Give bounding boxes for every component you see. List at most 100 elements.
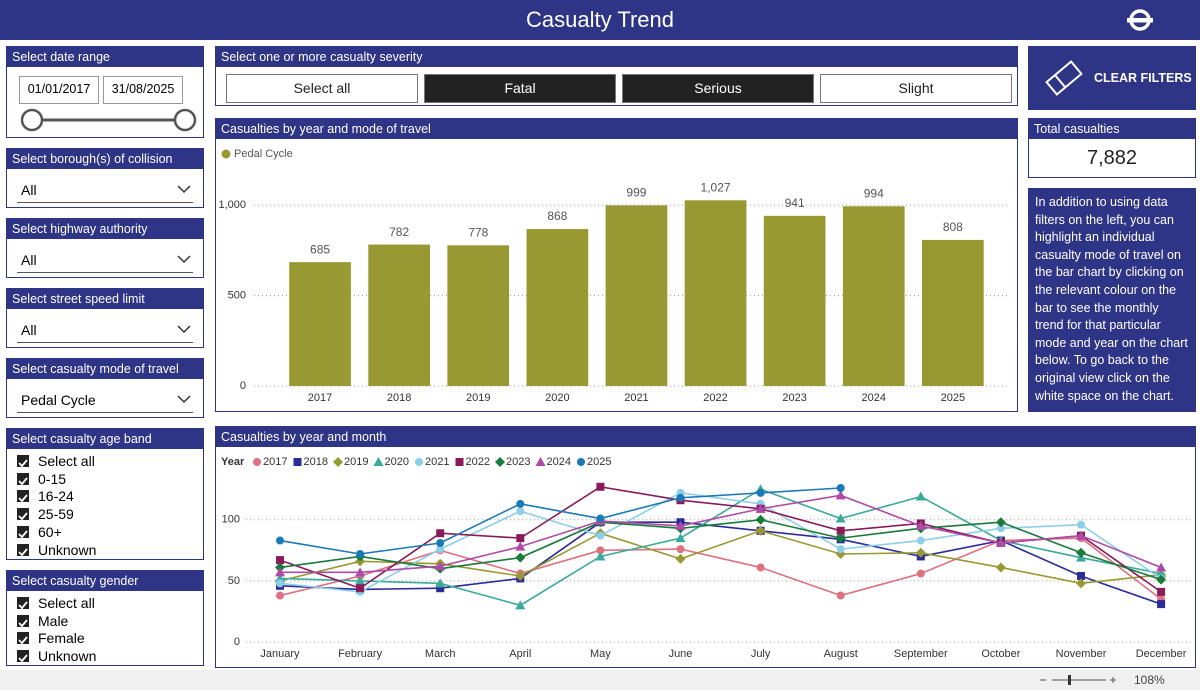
checkbox-option[interactable]: Select all <box>17 594 95 612</box>
x-tick-label: 2024 <box>862 392 886 404</box>
point <box>356 584 365 593</box>
point <box>275 567 285 577</box>
age-filter: Select casualty age band Select all 0-15 1… <box>6 428 204 560</box>
x-tick-label: August <box>824 648 858 660</box>
bar <box>526 229 589 386</box>
check <box>18 601 28 610</box>
x-tick-label: November <box>1056 648 1107 660</box>
point <box>996 524 1005 533</box>
x-tick-label: 2020 <box>545 392 569 404</box>
severity-button[interactable]: Slight <box>820 74 1012 103</box>
chevron <box>177 185 191 194</box>
point <box>516 507 525 516</box>
x-tick-label: April <box>509 648 531 660</box>
point <box>995 517 1006 528</box>
legend-label: 2021 <box>425 456 449 468</box>
point <box>276 579 284 588</box>
bar <box>605 205 668 386</box>
check <box>18 636 28 645</box>
point <box>595 551 606 561</box>
legend-marker <box>373 457 384 466</box>
checkbox-option[interactable]: Female <box>17 629 85 647</box>
logo <box>1127 9 1153 31</box>
bar-chart[interactable]: 0 500 1,000 2017 685 2018 782 2019 778 2020 868 202… <box>216 139 1017 411</box>
checkbox <box>17 632 29 645</box>
point <box>596 514 605 523</box>
dropdown[interactable]: All <box>17 178 193 203</box>
clear-filters-button[interactable]: CLEAR FILTERS <box>1028 46 1196 110</box>
x-tick-label: February <box>338 648 383 660</box>
bar <box>763 215 826 386</box>
x-tick-label: July <box>751 648 771 660</box>
date-slider[interactable] <box>7 107 203 135</box>
checkbox-option[interactable]: Select all <box>17 452 95 470</box>
checkbox <box>17 543 29 556</box>
data-label: 808 <box>943 220 963 234</box>
point <box>1077 520 1085 529</box>
dropdown[interactable]: Pedal Cycle <box>17 388 193 413</box>
checkbox-option[interactable]: 25-59 <box>17 505 74 523</box>
point <box>355 567 366 577</box>
point <box>995 538 1006 547</box>
point <box>836 526 845 535</box>
point <box>676 545 685 554</box>
x-tick-label: December <box>1136 648 1187 660</box>
data-label: 685 <box>310 242 330 256</box>
point <box>516 534 525 543</box>
check <box>18 494 28 503</box>
zoom-slider[interactable] <box>1038 674 1118 686</box>
point <box>356 550 365 558</box>
checkbox <box>17 472 29 486</box>
data-label: 994 <box>864 186 884 200</box>
checkbox-option[interactable]: Unknown <box>17 541 96 559</box>
point <box>835 513 846 523</box>
dropdown-value: All <box>21 182 37 198</box>
data-label: 1,027 <box>701 180 731 194</box>
point <box>355 575 366 585</box>
x-tick-label: September <box>894 648 948 660</box>
data-label: 782 <box>389 225 409 239</box>
severity-button[interactable]: Fatal <box>424 74 616 103</box>
info-text: In addition to using data filters on the… <box>1028 188 1196 412</box>
severity-button[interactable]: Serious <box>622 74 814 103</box>
checkbox <box>17 597 29 610</box>
borough-filter: Select borough(s) of collision All <box>6 148 204 208</box>
bar-chart-panel: Casualties by year and mode of travel 0 5… <box>215 118 1018 412</box>
y-tick-label: 0 <box>240 380 246 392</box>
legend-marker <box>415 458 423 466</box>
checkbox-option[interactable]: 60+ <box>17 523 62 541</box>
point <box>1156 562 1167 572</box>
point <box>1157 600 1166 609</box>
check <box>18 530 28 539</box>
legend-marker <box>455 458 464 466</box>
legend-marker <box>535 457 546 466</box>
checkbox-option[interactable]: Unknown <box>17 647 96 665</box>
chevron <box>177 255 191 264</box>
checkbox-option[interactable]: Male <box>17 612 68 630</box>
x-tick-label: June <box>669 648 693 660</box>
point <box>436 545 445 554</box>
data-label: 868 <box>547 209 567 223</box>
point <box>756 488 765 497</box>
speed-filter: Select street speed limit All <box>6 288 204 348</box>
legend-marker <box>293 458 302 466</box>
end-date[interactable]: 31/08/2025 <box>103 76 183 104</box>
x-tick-label: 2022 <box>703 392 727 404</box>
checkbox-option[interactable]: 16-24 <box>17 487 74 505</box>
point <box>675 520 686 530</box>
line <box>280 494 1162 574</box>
point <box>676 493 685 502</box>
dropdown[interactable]: All <box>17 318 193 343</box>
date-range-filter: Select date range 01/01/2017 31/08/2025 <box>6 46 204 138</box>
point <box>756 563 765 572</box>
check <box>18 512 28 521</box>
start-date[interactable]: 01/01/2017 <box>19 76 99 104</box>
dropdown[interactable]: All <box>17 248 193 273</box>
line-chart[interactable]: 0 50 100 January February March April May June Ju… <box>216 447 1195 667</box>
checkbox-option[interactable]: 0-15 <box>17 470 66 488</box>
point <box>675 553 686 564</box>
y-tick-label: 100 <box>222 514 240 526</box>
y-tick-label: 0 <box>234 636 240 648</box>
severity-button[interactable]: Select all <box>226 74 418 103</box>
